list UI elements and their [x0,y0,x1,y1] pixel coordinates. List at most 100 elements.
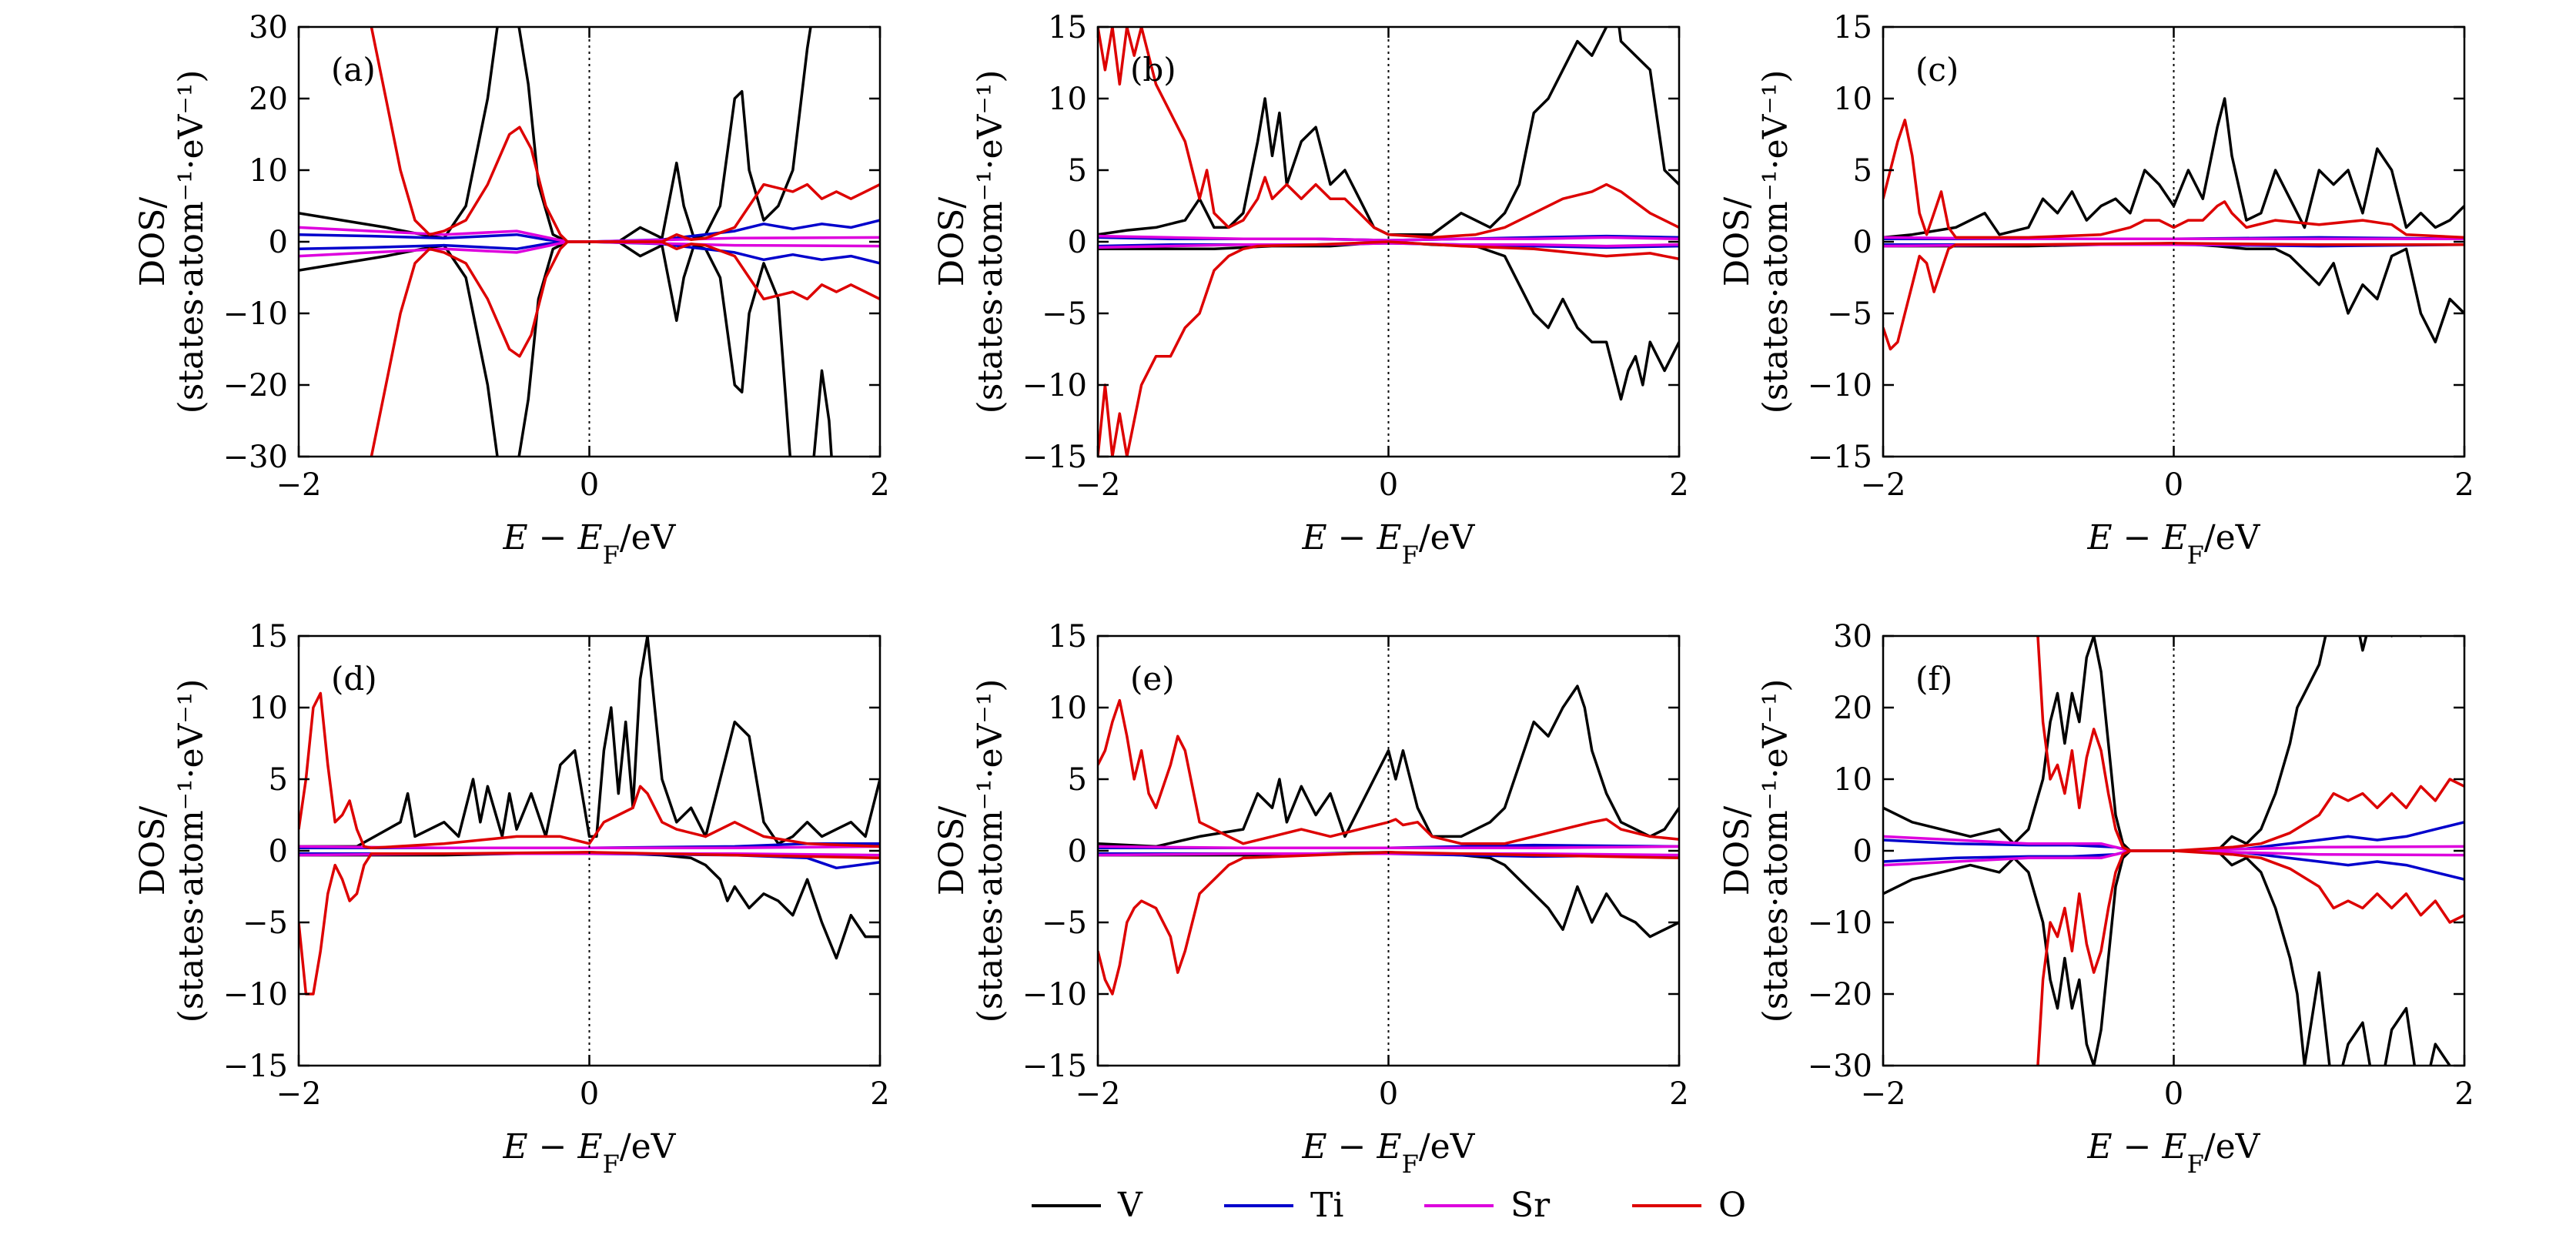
series-line-Sr-spin-up [1098,234,1679,242]
y-tick-label: 15 [1048,619,1087,654]
series-line-V-spin-down [299,240,833,457]
y-tick-label: 15 [249,619,288,654]
series-group [299,27,880,457]
y-tick-label: 0 [1068,225,1087,260]
y-tick-label: 0 [269,225,288,260]
y-tick-label: 30 [249,10,288,45]
y-tick-label: −10 [223,296,288,332]
dos-panel: −2 0 2 −15 −10 −5 0 5 10 15 (b) E − EF/eV DOS/(state… [932,10,1689,570]
y-axis-label: DOS/(states·atom⁻¹·eV⁻¹) [1718,70,1795,414]
x-tick-label: 0 [2164,467,2183,503]
series-line-V-spin-down [299,851,880,960]
panel-label: (f) [1915,660,1952,698]
x-tick-label: −2 [276,1076,322,1112]
series-line-V-spin-up [1098,684,1679,848]
series-line-O-spin-up [299,691,880,850]
x-tick-label: 2 [2454,1076,2474,1112]
y-tick-label: −5 [243,905,288,941]
series-group [1098,27,1679,457]
y-tick-label: −20 [1808,977,1872,1012]
y-tick-label: −5 [1827,296,1872,332]
y-axis-label: DOS/(states·atom⁻¹·eV⁻¹) [1718,679,1795,1023]
y-tick-label: −15 [223,1049,288,1084]
panel-label: (d) [331,660,377,698]
y-tick-label: −15 [1022,1049,1087,1084]
panel-label: (b) [1130,51,1176,89]
dos-panel: −2 0 2 −15 −10 −5 0 5 10 15 (c) E − EF/eV DOS/(state… [1718,10,2474,570]
x-tick-label: −2 [1861,1076,1906,1112]
series-line-O-spin-up [1098,27,1679,239]
y-tick-label: 5 [1068,153,1087,189]
series-group [299,636,880,996]
series-line-Sr-spin-down [1883,849,2464,867]
y-tick-label: 30 [1833,619,1872,654]
legend-item-Ti: Ti [1224,1186,1343,1225]
y-tick-label: −15 [1022,440,1087,475]
y-tick-label: 0 [1853,225,1872,260]
x-tick-label: 0 [1379,1076,1398,1112]
series-line-Sr-spin-up [1883,835,2464,852]
y-tick-label: 20 [1833,691,1872,726]
y-tick-label: 10 [1833,762,1872,798]
series-line-O-spin-down [1098,240,1679,457]
y-tick-label: 5 [1068,762,1087,798]
y-tick-label: 5 [1853,153,1872,189]
x-tick-label: 2 [1669,467,1688,503]
y-tick-label: −5 [1042,296,1087,332]
legend-label: Ti [1310,1186,1343,1225]
dos-panel: −2 0 2 −15 −10 −5 0 5 10 15 (d) E − EF/eV DOS/(state… [133,619,890,1179]
x-tick-label: 0 [2164,1076,2183,1112]
series-line-O-spin-up [370,27,880,243]
legend-item-O: O [1632,1186,1746,1225]
series-group [1098,684,1679,996]
series-line-O-spin-up [1098,698,1679,845]
y-tick-label: 10 [1048,691,1087,726]
series-line-O-spin-up [2036,636,2464,852]
y-axis-label: DOS/(states·atom⁻¹·eV⁻¹) [932,679,1010,1023]
x-tick-label: 2 [1669,1076,1688,1112]
dos-panel: −2 0 2 −15 −10 −5 0 5 10 15 (e) E − EF/eV DOS/(state… [932,619,1689,1179]
series-line-O-spin-down [370,240,880,457]
y-tick-label: 10 [1048,82,1087,117]
y-tick-label: 0 [1068,834,1087,869]
series-group [1883,636,2464,1066]
y-tick-label: 20 [249,82,288,117]
y-tick-label: 10 [249,691,288,726]
y-tick-label: −20 [223,368,288,403]
series-line-O-spin-down [1883,242,2464,351]
y-axis-label: DOS/(states·atom⁻¹·eV⁻¹) [133,70,211,414]
x-axis-label: E − EF/eV [2087,518,2261,570]
y-tick-label: 0 [1853,834,1872,869]
series-line-V-spin-up [299,27,812,243]
y-tick-label: 15 [1833,10,1872,45]
y-axis-label: DOS/(states·atom⁻¹·eV⁻¹) [133,679,211,1023]
panel-label: (c) [1915,51,1959,89]
x-axis-label: E − EF/eV [1302,1127,1476,1179]
y-tick-label: −30 [1808,1049,1872,1084]
series-line-Sr-spin-up [1098,845,1679,850]
series-line-O-spin-down [299,851,880,996]
x-tick-label: 0 [1379,467,1398,503]
x-tick-label: −2 [1076,467,1121,503]
x-tick-label: 0 [580,1076,599,1112]
y-tick-label: −30 [223,440,288,475]
y-tick-label: −10 [1808,368,1872,403]
series-line-Sr-spin-up [299,226,880,243]
x-axis-label: E − EF/eV [1302,518,1476,570]
legend-label: Sr [1510,1186,1551,1225]
x-tick-label: −2 [276,467,322,503]
x-tick-label: 2 [870,467,889,503]
x-tick-label: 0 [580,467,599,503]
y-tick-label: 10 [1833,82,1872,117]
series-line-Sr-spin-down [299,240,880,258]
legend-label: O [1718,1186,1746,1225]
x-axis-label: E − EF/eV [2087,1127,2261,1179]
x-tick-label: −2 [1861,467,1906,503]
y-tick-label: 0 [269,834,288,869]
panel-label: (a) [331,51,376,89]
y-tick-label: −5 [1042,905,1087,941]
